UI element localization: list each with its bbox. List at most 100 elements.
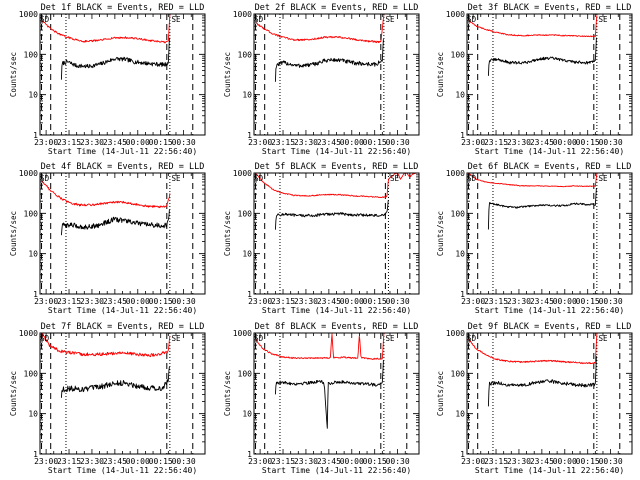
x-axis-label: Start Time (14-Jul-11 22:56:40)	[475, 466, 624, 475]
x-tick-label: 00:15	[149, 457, 173, 466]
lld-series-line	[255, 172, 418, 199]
lld-series-line	[41, 332, 171, 358]
panel-det-3f: Det 3f BLACK = Events, RED = LLD 1 10 100 10…	[436, 3, 633, 156]
x-tick-label: 00:30	[599, 138, 623, 147]
x-tick-label: 00:15	[149, 297, 173, 306]
x-tick-label: 23:00	[248, 457, 272, 466]
x-tick-label: 23:15	[57, 457, 81, 466]
x-axis-label: Start Time (14-Jul-11 22:56:40)	[262, 466, 411, 475]
y-tick-label: 1000	[19, 169, 38, 178]
se-marker-label: SE	[171, 15, 181, 24]
x-tick-label: 23:00	[34, 457, 58, 466]
sd-marker-label: SD	[40, 334, 50, 343]
x-tick-label: 23:15	[57, 138, 81, 147]
panel-det-9f: Det 9f BLACK = Events, RED = LLD 1 10 100 10…	[436, 322, 633, 475]
x-tick-label: 00:00	[340, 457, 364, 466]
panel-title: Det 2f BLACK = Events, RED = LLD	[255, 3, 419, 13]
lld-series-line	[468, 172, 598, 188]
x-tick-label: 23:30	[80, 297, 104, 306]
lld-series-line	[41, 14, 171, 44]
y-tick-label: 10	[455, 250, 465, 259]
panel-title: Det 3f BLACK = Events, RED = LLD	[468, 3, 632, 13]
x-tick-label: 23:30	[80, 138, 104, 147]
plot-frame	[466, 172, 633, 295]
sd-marker-label: SD	[40, 15, 50, 24]
x-tick-label: 23:45	[317, 138, 341, 147]
events-series-line	[60, 366, 170, 398]
lld-series-line	[468, 15, 598, 38]
y-tick-label: 10	[455, 410, 465, 419]
y-tick-label: 10	[28, 250, 38, 259]
y-axis-label: Counts/sec	[9, 211, 18, 256]
x-tick-label: 00:15	[576, 138, 600, 147]
x-tick-label: 23:30	[507, 297, 531, 306]
x-tick-label: 23:15	[271, 457, 295, 466]
sd-marker-label: SD	[254, 334, 264, 343]
lld-series-line	[255, 333, 385, 360]
y-tick-label: 1	[33, 131, 38, 140]
y-axis-label: Counts/sec	[223, 371, 232, 416]
panel-title: Det 8f BLACK = Events, RED = LLD	[255, 322, 419, 332]
events-series-line	[274, 39, 384, 82]
x-tick-label: 23:30	[294, 138, 318, 147]
se-marker-label: SE	[171, 174, 181, 183]
se-marker-label: SE	[171, 334, 181, 343]
x-axis-label: Start Time (14-Jul-11 22:56:40)	[262, 147, 411, 156]
plot-frame	[253, 13, 420, 136]
x-axis-label: Start Time (14-Jul-11 22:56:40)	[48, 466, 197, 475]
y-tick-label: 100	[451, 209, 466, 218]
sd-marker-label: SD	[254, 174, 264, 183]
y-tick-label: 1	[460, 131, 465, 140]
x-tick-label: 00:00	[553, 297, 577, 306]
x-tick-label: 23:00	[461, 138, 485, 147]
x-tick-label: 00:15	[363, 297, 387, 306]
x-tick-label: 23:30	[294, 297, 318, 306]
x-tick-label: 00:00	[340, 297, 364, 306]
x-tick-label: 23:15	[484, 297, 508, 306]
x-tick-label: 00:00	[126, 457, 150, 466]
x-tick-label: 23:15	[484, 138, 508, 147]
y-tick-label: 1	[33, 290, 38, 299]
y-tick-label: 1	[460, 450, 465, 459]
se-marker-label: SE	[598, 174, 608, 183]
events-series-line	[487, 37, 597, 76]
x-tick-label: 00:00	[553, 457, 577, 466]
se-marker-label: SE	[385, 334, 395, 343]
y-tick-label: 100	[24, 369, 39, 378]
y-tick-label: 10	[242, 250, 252, 259]
x-tick-label: 23:00	[461, 457, 485, 466]
panel-title: Det 4f BLACK = Events, RED = LLD	[41, 162, 205, 172]
events-series-line	[60, 209, 170, 236]
y-tick-label: 1000	[19, 10, 38, 19]
x-tick-label: 23:45	[103, 457, 127, 466]
y-axis-label: Counts/sec	[223, 211, 232, 256]
x-axis-label: Start Time (14-Jul-11 22:56:40)	[475, 306, 624, 315]
x-tick-label: 23:00	[461, 297, 485, 306]
y-tick-label: 100	[238, 209, 253, 218]
x-tick-label: 00:30	[172, 457, 196, 466]
plot-frame	[39, 172, 206, 295]
x-tick-label: 00:30	[599, 457, 623, 466]
y-tick-label: 1	[247, 290, 252, 299]
x-tick-label: 23:00	[34, 138, 58, 147]
panel-title: Det 5f BLACK = Events, RED = LLD	[255, 162, 419, 172]
panel-det-8f: Det 8f BLACK = Events, RED = LLD 1 10 100 10…	[223, 322, 420, 475]
sd-marker-label: SD	[254, 15, 264, 24]
y-tick-label: 10	[242, 410, 252, 419]
panel-det-1f: Det 1f BLACK = Events, RED = LLD 1 10 100 10…	[9, 3, 206, 156]
x-tick-label: 23:30	[80, 457, 104, 466]
x-tick-label: 23:15	[484, 457, 508, 466]
x-tick-label: 23:30	[507, 457, 531, 466]
lld-series-line	[255, 15, 385, 44]
x-tick-label: 23:00	[34, 297, 58, 306]
x-tick-label: 00:00	[553, 138, 577, 147]
panel-det-5f: Det 5f BLACK = Events, RED = LLD 1 10 100 10…	[223, 162, 420, 315]
y-tick-label: 1000	[233, 169, 252, 178]
panel-title: Det 1f BLACK = Events, RED = LLD	[41, 3, 205, 13]
x-tick-label: 00:00	[340, 138, 364, 147]
events-series-line	[60, 37, 170, 80]
y-tick-label: 10	[28, 410, 38, 419]
x-tick-label: 00:30	[172, 138, 196, 147]
y-tick-label: 1	[460, 290, 465, 299]
